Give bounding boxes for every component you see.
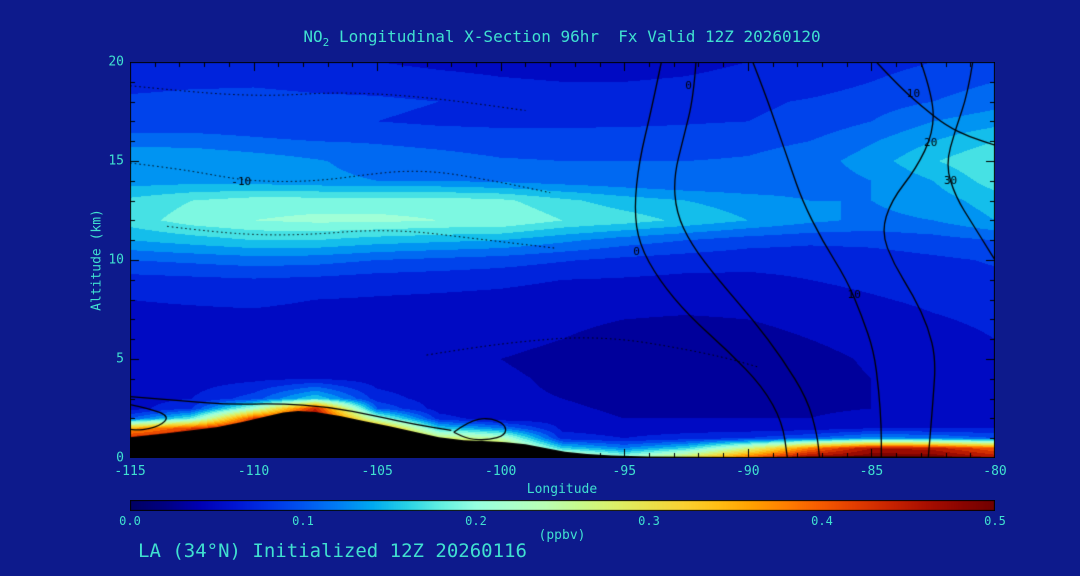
- x-tick-label: -110: [237, 464, 270, 479]
- y-axis-label: Altitude (km): [89, 209, 105, 311]
- colorbar-tick-label: 0.1: [292, 514, 314, 528]
- colorbar-tick-label: 0.0: [119, 514, 141, 528]
- x-tick-label: -85: [859, 464, 884, 479]
- x-tick-label: -90: [736, 464, 760, 479]
- x-axis-label: Longitude: [526, 482, 598, 497]
- title-prefix: NO: [303, 27, 323, 46]
- y-tick-label: 20: [108, 54, 124, 70]
- plot-canvas: [130, 62, 995, 458]
- colorbar-units-label: (ppbv): [538, 528, 586, 543]
- colorbar-tick-label: 0.2: [465, 514, 487, 528]
- y-tick-label: 15: [108, 153, 124, 169]
- x-tick-label: -95: [612, 464, 637, 479]
- x-tick-label: -100: [485, 464, 517, 479]
- colorbar-canvas: [130, 500, 995, 511]
- x-tick-label: -115: [114, 464, 146, 479]
- colorbar-tick-label: 0.5: [984, 514, 1006, 528]
- x-tick-label: -80: [983, 464, 1007, 479]
- colorbar-tick-label: 0.4: [811, 514, 833, 528]
- y-tick-label: 5: [116, 351, 124, 367]
- colorbar-tick-label: 0.3: [638, 514, 660, 528]
- y-tick-label: 10: [108, 252, 124, 268]
- chart-title: NO2 Longitudinal X-Section 96hr Fx Valid…: [303, 27, 820, 49]
- y-tick-label: 0: [116, 450, 124, 466]
- title-rest: Longitudinal X-Section 96hr Fx Valid 12Z…: [329, 27, 821, 46]
- title-subscript: 2: [322, 36, 330, 50]
- x-tick-label: -105: [361, 464, 393, 479]
- init-footer-text: LA (34°N) Initialized 12Z 20260116: [138, 540, 527, 562]
